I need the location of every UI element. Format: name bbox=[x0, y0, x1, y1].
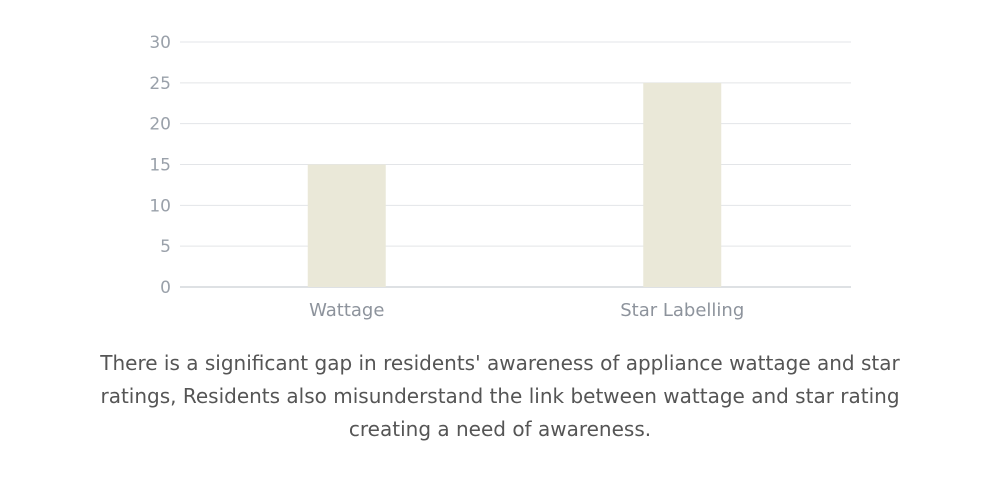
bar-wattage bbox=[307, 164, 386, 287]
gridlines bbox=[180, 41, 851, 288]
x-category-label: Star Labelling bbox=[620, 300, 744, 321]
y-tick-label: 30 bbox=[149, 33, 171, 53]
x-axis-labels: Wattage Star Labelling bbox=[309, 300, 744, 321]
y-tick-label: 5 bbox=[160, 237, 171, 257]
bar-star-labelling bbox=[643, 82, 722, 287]
bars bbox=[307, 82, 722, 287]
y-tick-label: 20 bbox=[149, 115, 171, 135]
y-axis-ticks: 0 5 10 15 20 25 30 bbox=[149, 33, 171, 298]
y-tick-label: 25 bbox=[149, 74, 171, 94]
y-tick-label: 10 bbox=[149, 196, 171, 216]
x-category-label: Wattage bbox=[309, 300, 384, 321]
y-tick-label: 15 bbox=[149, 156, 171, 176]
y-tick-label: 0 bbox=[160, 278, 171, 298]
bar-chart: 0 5 10 15 20 25 30 Wattage Star Labelling bbox=[149, 33, 851, 321]
chart-caption: There is a significant gap in residents'… bbox=[100, 351, 900, 441]
